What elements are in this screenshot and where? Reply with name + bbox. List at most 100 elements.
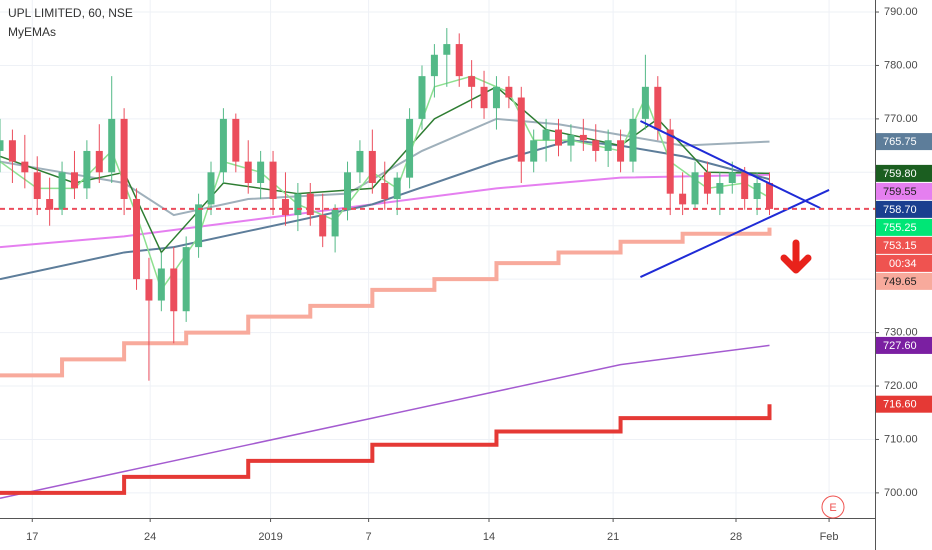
candle-body — [617, 140, 625, 162]
candle-body — [517, 97, 525, 162]
price-label: 716.60 — [883, 399, 917, 411]
candle-body — [480, 86, 488, 109]
plot — [0, 28, 875, 499]
candle-body — [368, 150, 376, 183]
candle-body — [83, 150, 91, 189]
indicator-line — [0, 85, 770, 254]
candle-body — [753, 182, 761, 200]
indicator-name: MyEMAs — [8, 25, 56, 39]
candle-body — [555, 129, 563, 146]
x-tick-label: 7 — [366, 531, 372, 543]
chart-title: UPL LIMITED, 60, NSE — [8, 6, 133, 20]
price-label-box — [876, 218, 932, 236]
candle-body — [430, 54, 438, 77]
candle-body — [505, 86, 513, 98]
candle-body — [331, 209, 339, 237]
candle-body — [182, 247, 190, 312]
candle-body — [306, 193, 314, 216]
candle-body — [492, 86, 500, 109]
candle-body — [157, 268, 165, 301]
price-label: 759.80 — [883, 168, 917, 180]
price-label-box — [876, 164, 932, 182]
candle-body — [728, 172, 736, 183]
candle-body — [592, 140, 600, 151]
indicator-line — [0, 404, 772, 495]
candle-body — [0, 140, 4, 151]
candle-body — [703, 172, 711, 194]
candle-body — [381, 182, 389, 200]
candle-body — [654, 86, 662, 130]
earnings-letter: E — [829, 502, 836, 514]
candle-body — [21, 161, 29, 173]
candle-body — [294, 193, 302, 216]
candle-body — [530, 140, 538, 162]
x-tick-label: 24 — [144, 531, 156, 543]
candle-body — [766, 182, 774, 209]
candle-body — [542, 129, 550, 141]
indicator-line — [0, 227, 772, 378]
candle-body — [666, 129, 674, 194]
candle-body — [195, 204, 203, 248]
x-tick-label: 2019 — [258, 531, 282, 543]
price-label-box — [876, 236, 932, 254]
grid — [0, 0, 875, 518]
price-label: 758.70 — [883, 204, 917, 216]
candle-body — [108, 118, 116, 173]
trendline — [640, 189, 830, 278]
candle-body — [418, 76, 426, 119]
price-label-box — [876, 395, 932, 413]
x-tick-label: 21 — [607, 531, 619, 543]
candle-body — [579, 134, 587, 141]
candle-body — [170, 268, 178, 312]
y-tick-label: 790.00 — [884, 6, 918, 18]
candle-body — [58, 172, 66, 210]
candle-body — [641, 86, 649, 119]
candle-body — [70, 172, 78, 189]
candle-body — [567, 134, 575, 146]
down-arrow — [780, 239, 812, 274]
candle-body — [257, 161, 265, 183]
candle-body — [33, 172, 41, 200]
candle-body — [629, 118, 637, 162]
price-label-box — [876, 133, 932, 151]
x-tick-label: Feb — [820, 531, 839, 543]
price-label: 755.25 — [883, 222, 917, 234]
candle-body — [244, 161, 252, 183]
y-tick-label: 770.00 — [884, 113, 918, 125]
candle-body — [46, 199, 54, 210]
candle-body — [269, 161, 277, 200]
price-label: 727.60 — [883, 340, 917, 352]
candle-body — [95, 150, 103, 173]
price-label: 765.75 — [883, 136, 917, 148]
candle-body — [319, 215, 327, 237]
y-tick-label: 720.00 — [884, 380, 918, 392]
price-label-box — [876, 200, 932, 218]
candle-body — [281, 199, 289, 216]
candle-body — [356, 150, 364, 173]
candle-body — [455, 44, 463, 77]
price-label: 753.15 — [883, 240, 917, 252]
candle-body — [145, 279, 153, 301]
price-label-box — [876, 272, 932, 290]
y-tick-label: 730.00 — [884, 327, 918, 339]
candle-body — [393, 177, 401, 200]
candle-body — [207, 172, 215, 205]
candle-body — [443, 44, 451, 55]
x-tick-label: 28 — [730, 531, 742, 543]
price-label-box — [876, 182, 932, 200]
candle-body — [344, 172, 352, 210]
price-label: 749.65 — [883, 276, 917, 288]
y-tick-label: 710.00 — [884, 433, 918, 445]
candle-body — [679, 193, 687, 205]
countdown-box — [876, 254, 932, 272]
countdown: 00:34 — [889, 258, 917, 270]
candle-body — [8, 140, 16, 162]
candle-body — [741, 172, 749, 200]
candle-body — [468, 76, 476, 87]
earnings-marker[interactable] — [821, 495, 845, 519]
axes: 700.00710.00720.00730.00740.00750.00760.… — [26, 6, 932, 543]
candle-body — [120, 118, 128, 200]
indicator-line — [0, 344, 770, 499]
